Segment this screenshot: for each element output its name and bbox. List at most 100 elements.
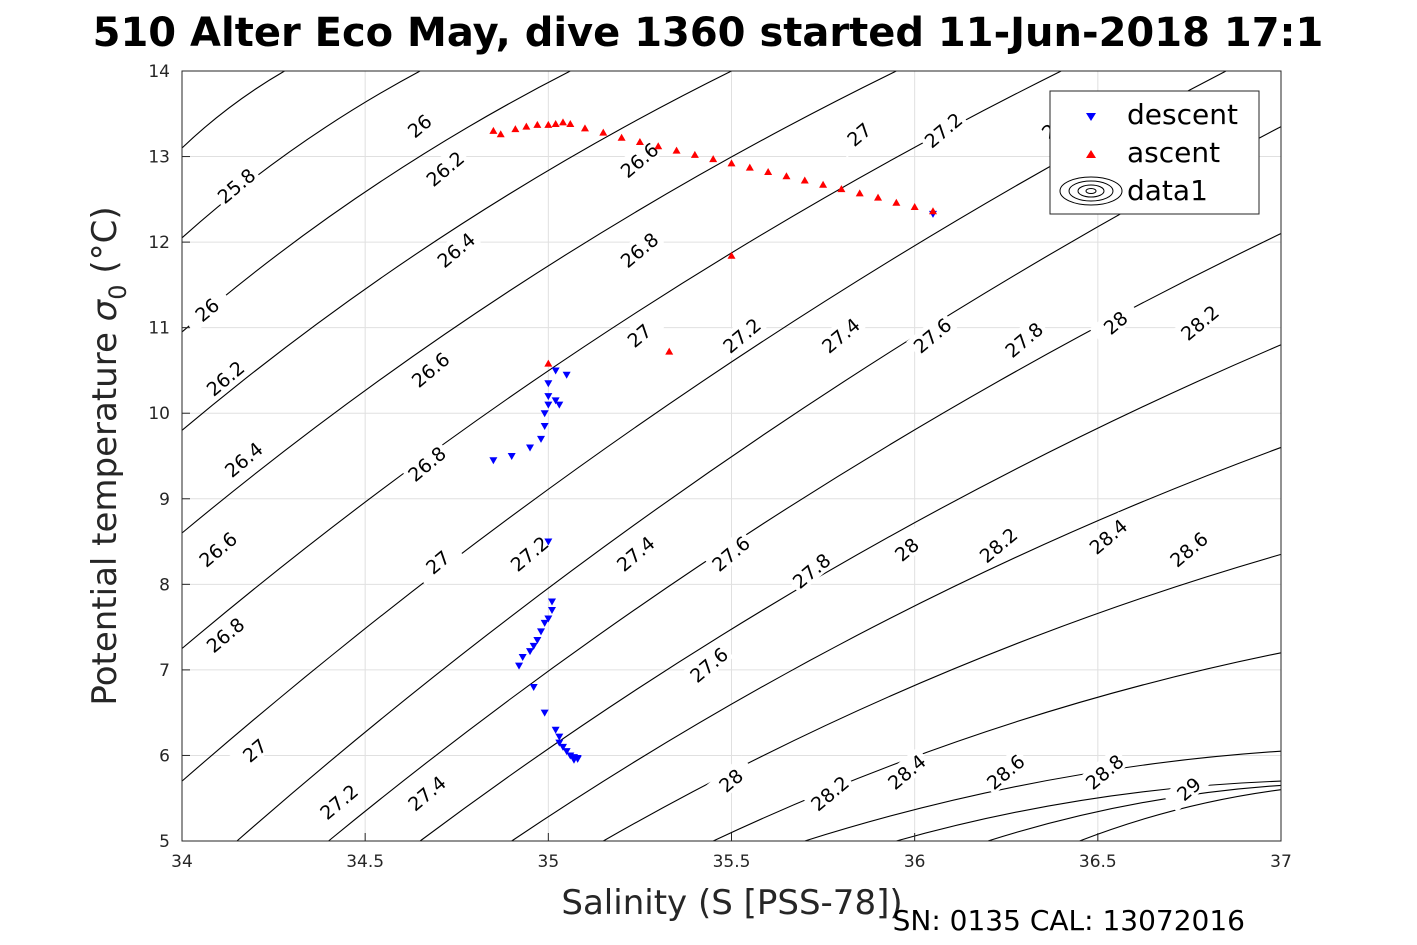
descent-point: [555, 733, 564, 741]
ascent-point: [544, 120, 553, 128]
contour-line: [181, 70, 421, 239]
contour-line: [181, 70, 732, 431]
contour-line: [419, 344, 1282, 842]
ascent-point: [782, 172, 791, 180]
legend-descent-marker: [1086, 113, 1096, 121]
contour-label-backdrop: [312, 777, 364, 825]
descent-point: [547, 607, 556, 614]
ascent-point: [928, 207, 937, 215]
contour-line: [236, 126, 1282, 842]
descent-point: [551, 726, 560, 734]
ascent-point: [837, 185, 846, 193]
contour-label-backdrop: [1078, 747, 1130, 795]
ascent-point: [617, 133, 626, 141]
ascent-point: [665, 347, 674, 355]
x-axis-label: Salinity (S [PSS-78]): [561, 883, 902, 923]
descent-series: [489, 210, 937, 764]
contour-label-backdrop: [880, 747, 932, 795]
contour-line: [511, 446, 1282, 842]
contour-label-backdrop: [880, 524, 932, 573]
descent-point: [526, 648, 535, 656]
contour-label-backdrop: [715, 310, 767, 359]
contour-label-backdrop: [997, 315, 1049, 363]
contour-label: 27: [411, 537, 463, 586]
x-tick-label: 36: [904, 852, 926, 872]
ascent-point: [910, 203, 919, 211]
descent-point: [540, 709, 549, 717]
descent-point: [537, 628, 546, 636]
contour-label-backdrop: [1082, 511, 1133, 560]
y-axis-ticks: 5 6 7 8 9 10 11 12 13 14: [148, 62, 190, 852]
y-tick-label: 10: [148, 404, 170, 424]
legend-contour-icon: [1059, 176, 1123, 206]
legend-descent-label: descent: [1127, 98, 1238, 131]
descent-point: [537, 435, 546, 443]
x-tick-label: 36.5: [1079, 852, 1117, 872]
ascent-point: [599, 128, 608, 136]
descent-point: [562, 748, 571, 756]
x-tick-label: 34: [171, 852, 193, 872]
descent-point: [544, 380, 553, 388]
contour-line: [181, 70, 897, 534]
ascent-point: [892, 198, 901, 206]
ascent-point: [522, 122, 531, 130]
contour-line: [712, 652, 1282, 842]
y-tick-label: 6: [159, 746, 170, 766]
contour-line: [987, 784, 1282, 842]
contour-label-backdrop: [430, 225, 481, 273]
ascent-point: [745, 163, 754, 171]
descent-point: [551, 397, 560, 405]
ascent-point: [489, 126, 498, 134]
y-tick-label: 11: [148, 319, 170, 339]
contour-label-backdrop: [814, 310, 866, 359]
contour-label-backdrop: [972, 520, 1024, 569]
ascent-point: [654, 142, 663, 150]
ascent-series: [489, 118, 937, 367]
chart-title: 510 Alter Eco May, dive 1360 started 11-…: [93, 10, 1324, 56]
contour-label-backdrop: [917, 105, 969, 154]
contour-line: [804, 750, 1282, 842]
ascent-point: [727, 159, 736, 167]
descent-point: [529, 684, 538, 691]
contour-label-backdrop: [180, 285, 232, 333]
ascent-point: [496, 130, 505, 138]
contour-label-backdrop: [979, 747, 1031, 795]
contour-label-backdrop: [404, 345, 456, 393]
contour-label-backdrop: [682, 640, 734, 688]
contour-label-backdrop: [1089, 298, 1141, 346]
ascent-point: [690, 150, 699, 158]
descent-point: [544, 401, 553, 409]
contour-label-backdrop: [609, 529, 661, 577]
y-axis-label-unit: (°C): [85, 206, 125, 284]
contour-label-backdrop: [613, 135, 665, 184]
contour-label-backdrop: [803, 768, 855, 817]
contour-label-backdrop: [191, 524, 243, 573]
legend-box: [1049, 90, 1260, 215]
x-tick-label: 37: [1270, 852, 1292, 872]
contour-label-backdrop: [704, 755, 756, 804]
ascent-point: [764, 167, 773, 175]
y-axis-label-sigma: σ: [85, 298, 125, 321]
contour-label-backdrop: [400, 439, 452, 487]
contour-label-backdrop: [832, 109, 884, 158]
ascent-point: [727, 251, 736, 259]
contour-label-backdrop: [906, 310, 958, 359]
contour-line: [603, 553, 1282, 842]
descent-point: [526, 444, 535, 452]
ascent-point: [709, 155, 718, 163]
legend-ascent-label: ascent: [1127, 136, 1220, 169]
ascent-point: [544, 359, 553, 367]
ascent-point: [511, 125, 520, 133]
descent-point: [540, 410, 549, 418]
descent-point: [540, 619, 549, 627]
descent-point: [555, 401, 564, 409]
contour-label-backdrop: [411, 537, 463, 586]
contour-label-backdrop: [400, 768, 452, 817]
ascent-point: [800, 176, 809, 184]
descent-point: [547, 598, 556, 606]
ascent-point: [672, 146, 681, 154]
y-tick-label: 5: [159, 832, 170, 852]
legend: descent ascent data1: [1049, 90, 1260, 215]
contour-label-backdrop: [217, 434, 269, 483]
